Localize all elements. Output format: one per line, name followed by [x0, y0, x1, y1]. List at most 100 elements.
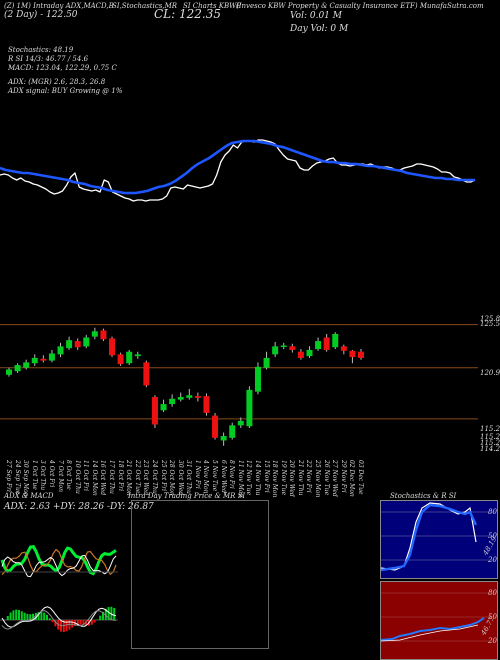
main-chart — [0, 139, 478, 446]
candle-body-30 — [263, 357, 270, 368]
candle-body-13 — [117, 354, 124, 365]
adx-panel-title: ADX & MACD — [4, 492, 54, 500]
macd-bar-35 — [102, 611, 104, 620]
candle-body-5 — [48, 353, 55, 361]
candle-body-8 — [74, 341, 81, 348]
macd-bar-14 — [43, 612, 46, 620]
candle-body-3 — [31, 357, 38, 364]
candle-body-18 — [160, 404, 167, 411]
price-label-1: 125.85 — [480, 315, 500, 323]
macd-bar-24 — [71, 620, 74, 628]
candle-body-17 — [151, 396, 158, 425]
macd-bar-4 — [15, 609, 18, 620]
macd-bar-6 — [20, 611, 23, 620]
macd-bar-2 — [9, 612, 12, 620]
candle-body-12 — [109, 338, 116, 356]
candle-body-36 — [315, 341, 322, 350]
candle-body-37 — [323, 337, 330, 350]
macd-bar-36 — [104, 608, 107, 620]
candle-body-35 — [306, 349, 313, 357]
intraday-panel — [131, 500, 269, 649]
candle-body-11 — [100, 330, 107, 340]
candle-body-10 — [91, 331, 98, 337]
price-label-2: 125.59 — [480, 320, 500, 328]
macd-bar-21 — [62, 620, 65, 633]
macd-bar-22 — [65, 620, 68, 632]
price-label-4: 115.23 — [480, 425, 500, 433]
candle-body-33 — [289, 346, 296, 350]
rsi-panel — [380, 581, 498, 660]
macd-bar-34 — [99, 615, 102, 620]
stoch-d-line — [380, 503, 478, 572]
candle-body-9 — [83, 337, 90, 347]
candle-body-15 — [134, 354, 141, 357]
candle-body-6 — [57, 346, 64, 355]
rsi-line — [380, 617, 485, 641]
candle-body-7 — [66, 340, 73, 349]
candle-body-27 — [237, 420, 244, 426]
candle-body-22 — [194, 396, 201, 398]
macd-bar-39 — [113, 607, 116, 620]
price-label-6: 115.25 — [480, 439, 500, 447]
intraday-panel-title: Intra Day Trading Price & MR SI — [128, 492, 246, 500]
candle-body-20 — [177, 396, 184, 400]
candle-body-41 — [358, 351, 364, 358]
macd-bar-15 — [46, 614, 48, 620]
moving-average-line — [0, 139, 475, 195]
candle-body-31 — [272, 346, 279, 355]
macd-bar-7 — [23, 612, 26, 620]
volume-label: Vol: 0.01 M — [290, 11, 342, 21]
day-volume-label: Day Vol: 0 M — [290, 24, 349, 34]
macd-signal-line — [1, 610, 117, 630]
macd-bar-27 — [79, 620, 82, 625]
adx-orange-line — [1, 548, 117, 576]
adx-readout: ADX: (MGR) 2.6, 28.3, 26.8 — [8, 78, 106, 86]
price-label-7: 114.27 — [480, 445, 500, 453]
macd-bar-17 — [51, 620, 54, 623]
macd-bar-32 — [93, 620, 96, 623]
macd-bar-8 — [26, 613, 29, 620]
candle-body-26 — [229, 425, 236, 438]
candle-body-14 — [126, 351, 133, 364]
macd-bar-37 — [107, 607, 110, 620]
macd-bar-10 — [32, 613, 34, 620]
macd-bar-12 — [37, 611, 40, 620]
candle-body-32 — [280, 345, 287, 347]
macd-bar-11 — [34, 612, 37, 620]
candle-body-1 — [14, 365, 21, 372]
candle-body-19 — [169, 398, 176, 405]
candle-body-16 — [143, 362, 150, 386]
stochastics-readout: Stochastics: 48.19 — [8, 46, 74, 54]
candle-body-24 — [212, 415, 219, 438]
adx-white-line — [1, 554, 117, 578]
ma-label: (2 Day) - 122.50 — [4, 10, 78, 20]
macd-bar-1 — [6, 615, 9, 620]
macd-bar-5 — [18, 610, 20, 620]
price-label-3: 120.99 — [480, 369, 500, 377]
candle-body-34 — [297, 351, 304, 358]
candle-body-0 — [6, 369, 12, 375]
rsi-signal-line — [380, 624, 479, 642]
candle-body-39 — [340, 346, 347, 351]
price-label-5: 115.23 — [480, 433, 500, 441]
rsi-readout: R SI 14/3: 46.77 / 54.6 — [8, 55, 89, 63]
macd-bar-3 — [12, 610, 15, 620]
macd-bar-18 — [54, 620, 57, 627]
candle-body-40 — [349, 350, 356, 358]
header-line1-a: (Z) 1M) Intraday ADX,MACD,B — [4, 2, 114, 10]
macd-bar-33 — [96, 619, 99, 620]
close-label: CL: 122.35 — [154, 7, 221, 21]
macd-bar-28 — [82, 620, 85, 626]
macd-bar-31 — [90, 620, 93, 625]
candle-body-29 — [254, 366, 261, 392]
macd-bar-16 — [48, 618, 51, 620]
header-line1-b: SI,Stochastics,MR — [112, 2, 178, 10]
adx-signal-readout: ADX signal: BUY Growing @ 1% — [8, 87, 123, 95]
header-line1-c: SI Charts KBWP — [183, 2, 242, 10]
candle-body-38 — [332, 333, 339, 348]
macd-bar-9 — [29, 614, 32, 620]
macd-bar-26 — [76, 620, 79, 625]
macd-bar-38 — [110, 606, 113, 620]
candle-body-23 — [203, 396, 210, 413]
